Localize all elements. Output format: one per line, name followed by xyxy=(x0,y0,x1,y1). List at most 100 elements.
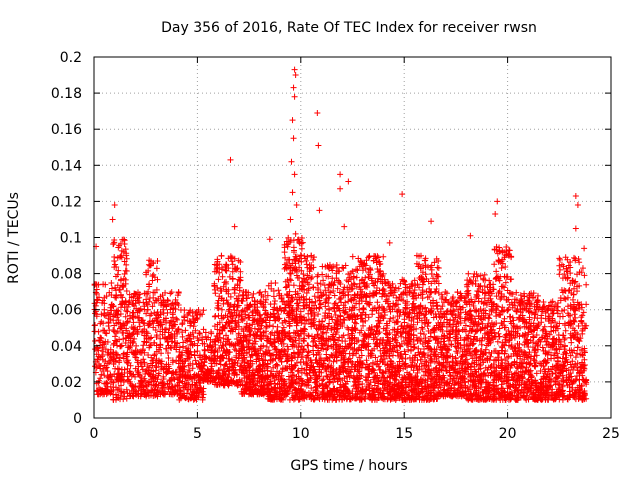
data-point xyxy=(108,307,115,314)
data-point xyxy=(180,363,187,370)
data-point xyxy=(199,388,206,395)
data-point xyxy=(112,355,119,362)
data-point xyxy=(168,289,175,296)
data-point xyxy=(110,327,117,334)
data-point xyxy=(201,340,208,347)
data-point xyxy=(114,351,121,358)
data-point xyxy=(117,343,124,350)
data-point xyxy=(186,354,193,361)
data-point xyxy=(111,253,118,260)
data-point xyxy=(135,315,142,322)
data-point xyxy=(132,383,139,390)
data-point xyxy=(122,280,129,287)
data-point xyxy=(154,317,161,324)
data-point xyxy=(186,367,193,374)
data-point xyxy=(100,320,107,327)
data-point xyxy=(103,293,110,300)
data-point xyxy=(190,333,197,340)
data-point xyxy=(165,354,172,361)
data-point xyxy=(192,357,199,364)
data-point xyxy=(117,286,124,293)
data-point xyxy=(118,382,125,389)
data-point xyxy=(181,314,188,321)
data-point xyxy=(131,335,138,342)
data-point xyxy=(157,342,164,349)
data-point xyxy=(208,330,215,337)
data-point xyxy=(144,301,151,308)
data-point xyxy=(149,303,156,310)
data-point xyxy=(192,327,199,334)
data-point xyxy=(157,335,164,342)
data-point xyxy=(123,307,130,314)
data-point xyxy=(162,389,169,396)
data-point xyxy=(99,353,106,360)
data-point xyxy=(158,321,165,328)
data-point xyxy=(136,291,143,298)
data-point xyxy=(123,327,130,334)
data-point xyxy=(119,294,126,301)
data-point xyxy=(200,326,207,333)
data-point xyxy=(158,350,165,357)
data-point xyxy=(118,342,125,349)
data-point xyxy=(182,327,189,334)
data-point xyxy=(200,385,207,392)
data-point xyxy=(123,386,130,393)
data-point xyxy=(174,339,181,346)
data-point xyxy=(199,365,206,372)
data-point xyxy=(184,371,191,378)
data-point xyxy=(115,308,122,315)
data-point xyxy=(102,281,109,288)
data-point xyxy=(140,342,147,349)
data-point xyxy=(95,281,102,288)
data-point xyxy=(92,321,99,328)
data-point xyxy=(115,267,122,274)
chart-title: Day 356 of 2016, Rate Of TEC Index for r… xyxy=(161,20,537,36)
data-point xyxy=(99,344,106,351)
data-point xyxy=(95,347,102,354)
data-point xyxy=(147,341,154,348)
data-point xyxy=(114,387,121,394)
data-point xyxy=(108,285,115,292)
data-point xyxy=(148,310,155,317)
data-point xyxy=(200,391,207,398)
data-point xyxy=(145,351,152,358)
data-point xyxy=(118,254,125,261)
data-point xyxy=(130,319,137,326)
data-point xyxy=(116,357,123,364)
data-point xyxy=(123,255,130,262)
data-point xyxy=(114,311,121,318)
data-point xyxy=(167,344,174,351)
data-point xyxy=(120,321,127,328)
data-point xyxy=(118,372,125,379)
data-point xyxy=(93,297,100,304)
data-point xyxy=(141,349,148,356)
data-point xyxy=(199,311,206,318)
data-point xyxy=(140,356,147,363)
data-point xyxy=(149,362,156,369)
data-point xyxy=(175,301,182,308)
data-point xyxy=(108,279,115,286)
data-point xyxy=(154,258,161,265)
data-point xyxy=(208,363,215,370)
data-point xyxy=(160,375,167,382)
data-point xyxy=(114,282,121,289)
data-point xyxy=(195,337,202,344)
data-point xyxy=(136,323,143,330)
data-point xyxy=(177,388,184,395)
data-point xyxy=(172,306,179,313)
data-point xyxy=(152,327,159,334)
data-point xyxy=(146,342,153,349)
data-point xyxy=(143,339,150,346)
data-point xyxy=(153,265,160,272)
data-point xyxy=(149,273,156,280)
data-point xyxy=(110,341,117,348)
data-point xyxy=(123,250,130,257)
data-point xyxy=(160,306,167,313)
data-point xyxy=(157,311,164,318)
data-point xyxy=(142,377,149,384)
data-point xyxy=(175,290,182,297)
data-point xyxy=(188,338,195,345)
data-point xyxy=(153,332,160,339)
data-point xyxy=(196,330,203,337)
